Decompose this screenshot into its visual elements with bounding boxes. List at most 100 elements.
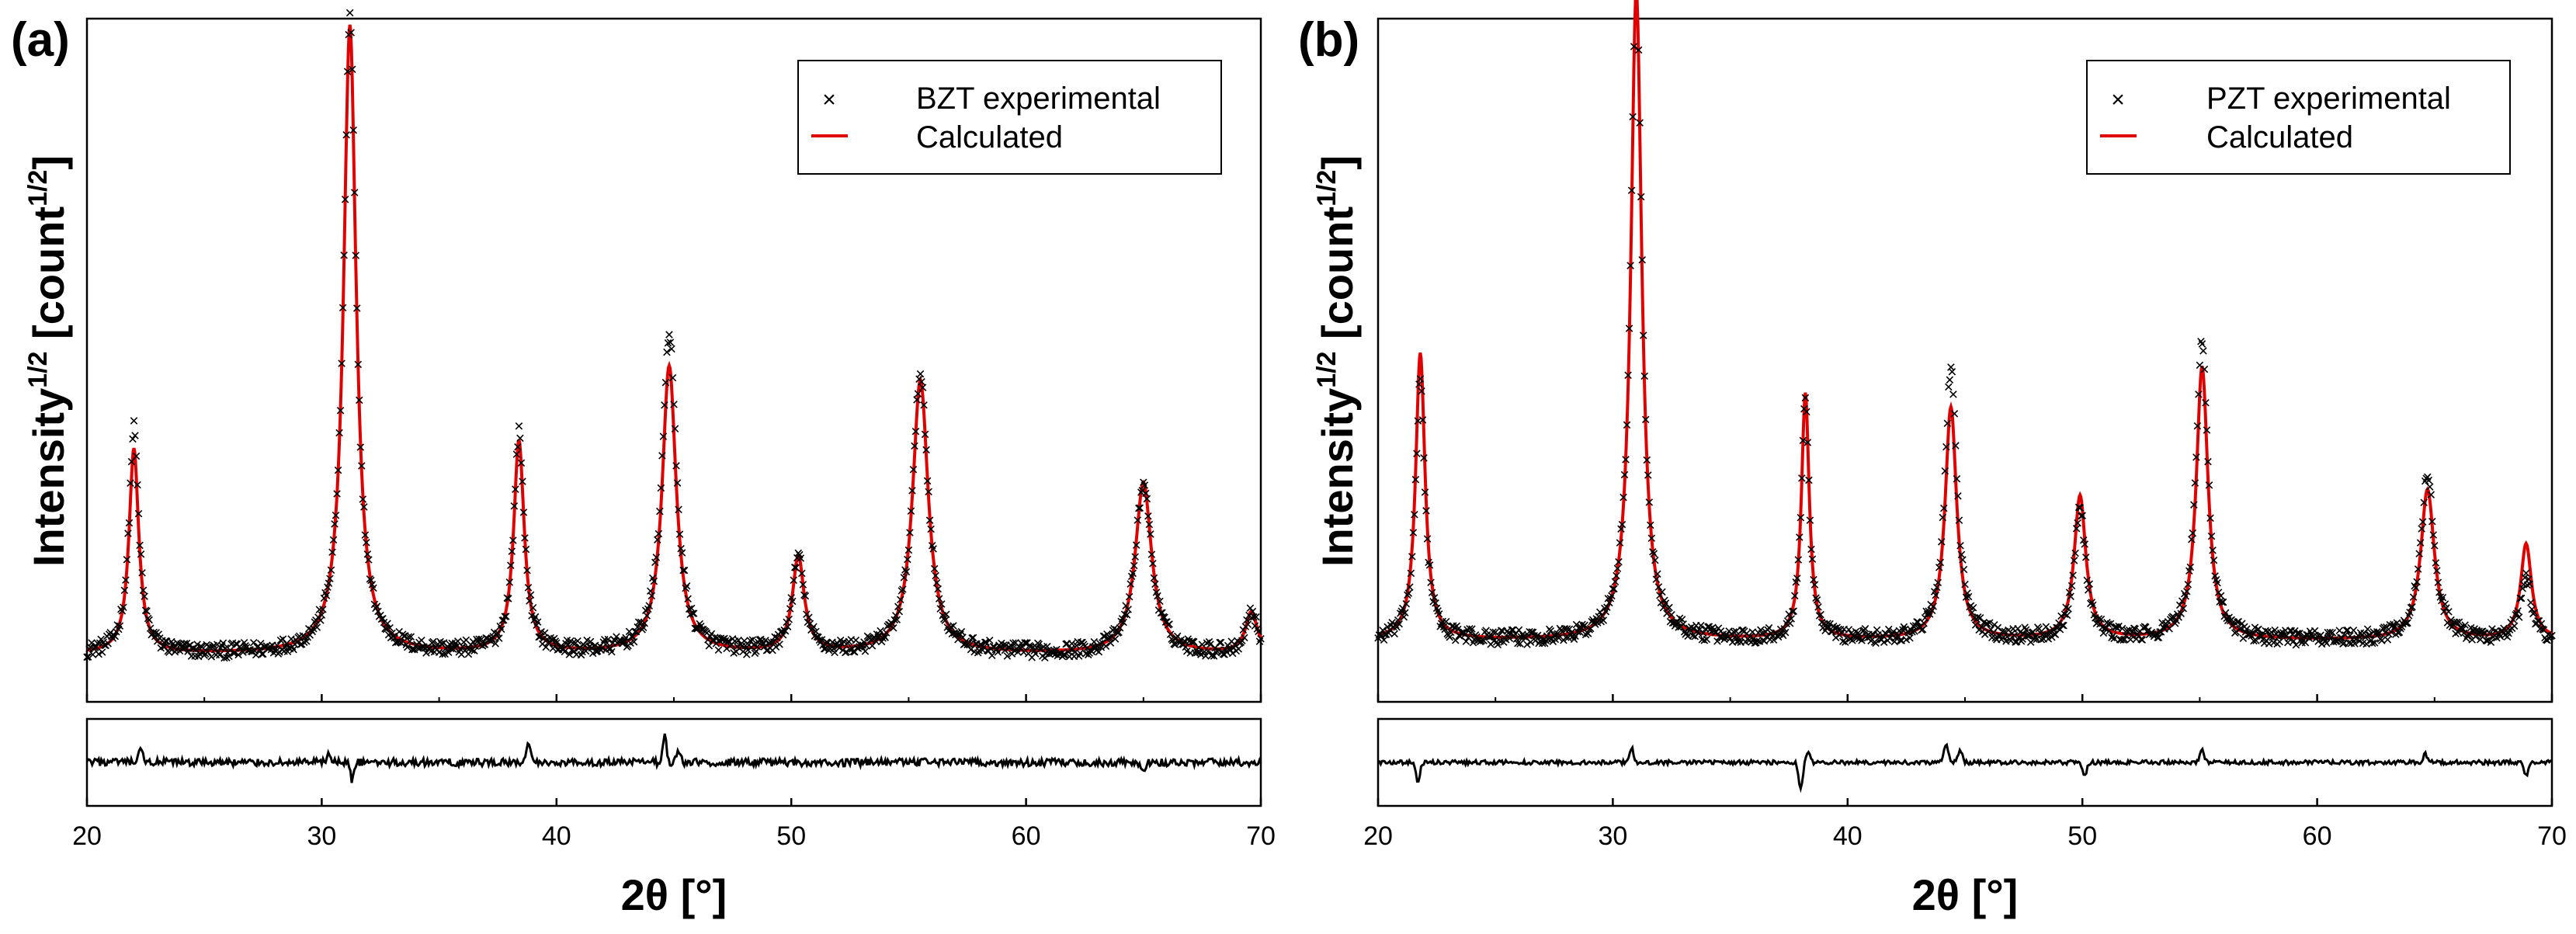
experimental-point: [519, 477, 526, 485]
experimental-point: [1150, 574, 1158, 582]
experimental-point: [2195, 391, 2203, 398]
experimental-point: [1131, 553, 1139, 561]
experimental-point: [1462, 637, 1470, 645]
experimental-point: [505, 595, 512, 602]
experimental-point: [1953, 474, 1961, 483]
panel-a: (a) Intensity1/2 [count1/2] × BZT experi…: [11, 9, 1276, 919]
experimental-point: [1151, 580, 1159, 589]
experimental-point: [1730, 628, 1738, 636]
experimental-point: [2219, 598, 2227, 606]
experimental-point: [221, 644, 230, 652]
experimental-point: [404, 643, 411, 651]
experimental-point: [338, 359, 345, 367]
experimental-point: [1129, 569, 1137, 578]
experimental-point: [2192, 453, 2200, 461]
experimental-point: [742, 651, 751, 658]
experimental-point: [1390, 630, 1398, 638]
panel-a-y-axis-title: Intensity1/2 [count1/2]: [23, 155, 73, 567]
experimental-point: [2284, 638, 2292, 647]
experimental-point: [2296, 630, 2303, 637]
experimental-point: [1120, 618, 1127, 627]
experimental-point: [2477, 635, 2484, 644]
experimental-point: [2175, 613, 2182, 621]
experimental-point: [193, 641, 201, 648]
experimental-point: [363, 550, 372, 558]
experimental-point: [2361, 634, 2369, 641]
experimental-point: [1116, 623, 1124, 632]
experimental-point: [564, 641, 572, 649]
experimental-point: [134, 509, 143, 518]
experimental-point: [1849, 637, 1856, 644]
experimental-point: [2055, 619, 2063, 627]
panel-b: (b) Intensity1/2 [count1/2] × PZT experi…: [1298, 0, 2567, 919]
experimental-point: [652, 554, 661, 561]
experimental-point: [150, 628, 158, 637]
experimental-point: [1713, 637, 1721, 645]
experimental-point: [2074, 519, 2081, 527]
experimental-point: [950, 622, 957, 630]
experimental-point: [1700, 637, 1709, 644]
experimental-point: [2517, 594, 2526, 602]
experimental-point: [497, 625, 505, 634]
experimental-point: [2207, 532, 2216, 540]
experimental-point: [2138, 636, 2147, 644]
experimental-point: [187, 652, 196, 660]
experimental-point: [631, 627, 639, 636]
experimental-point: [2104, 620, 2113, 628]
experimental-point: [2197, 338, 2205, 345]
experimental-point: [1644, 471, 1652, 479]
experimental-point: [902, 568, 911, 576]
experimental-point: [1814, 603, 1822, 611]
experimental-point: [2428, 517, 2436, 526]
experimental-point: [908, 487, 916, 495]
experimental-point: [89, 651, 97, 658]
experimental-point: [2083, 576, 2092, 585]
experimental-point: [2522, 569, 2530, 577]
experimental-point: [2255, 625, 2262, 634]
experimental-point: [1947, 363, 1955, 371]
experimental-point: [2420, 498, 2428, 507]
experimental-point: [2007, 637, 2015, 644]
experimental-point: [668, 345, 675, 353]
x-tick-label: 20: [1363, 821, 1393, 851]
experimental-point: [2383, 636, 2392, 644]
experimental-point: [2049, 625, 2057, 634]
panel-b-x-tick-labels: 20 30 40 50 60 70: [1363, 821, 2567, 851]
experimental-point: [398, 639, 405, 648]
experimental-point: [338, 304, 347, 312]
experimental-point: [2060, 610, 2069, 618]
experimental-point: [682, 584, 689, 592]
experimental-point: [1790, 592, 1799, 600]
experimental-point: [2418, 525, 2425, 533]
experimental-point: [515, 422, 523, 430]
experimental-point: [2060, 621, 2067, 630]
experimental-point: [569, 639, 577, 647]
experimental-point: [2351, 640, 2359, 648]
experimental-point: [2017, 637, 2026, 645]
experimental-point: [2411, 584, 2420, 592]
experimental-point: [988, 651, 996, 660]
experimental-point: [2021, 623, 2029, 631]
experimental-point: [349, 126, 357, 134]
experimental-point: [1542, 637, 1550, 644]
experimental-point: [319, 606, 327, 613]
experimental-point: [2516, 594, 2524, 602]
experimental-point: [134, 481, 141, 489]
experimental-point: [1902, 636, 1911, 644]
experimental-point: [2380, 623, 2388, 631]
x-tick-label: 30: [307, 821, 336, 851]
experimental-point: [678, 549, 686, 557]
experimental-point: [1422, 507, 1430, 515]
experimental-point: [531, 613, 540, 621]
experimental-point: [1145, 520, 1154, 529]
experimental-point: [650, 577, 658, 585]
experimental-point: [1106, 633, 1113, 641]
experimental-point: [1796, 533, 1804, 541]
experimental-point: [1699, 629, 1707, 637]
panel-a-ylabel-sup: 1/2: [23, 352, 53, 388]
experimental-point: [2439, 593, 2447, 602]
experimental-point: [2057, 612, 2065, 620]
experimental-point: [2461, 621, 2469, 629]
experimental-point: [911, 427, 920, 436]
experimental-point: [1797, 513, 1805, 522]
